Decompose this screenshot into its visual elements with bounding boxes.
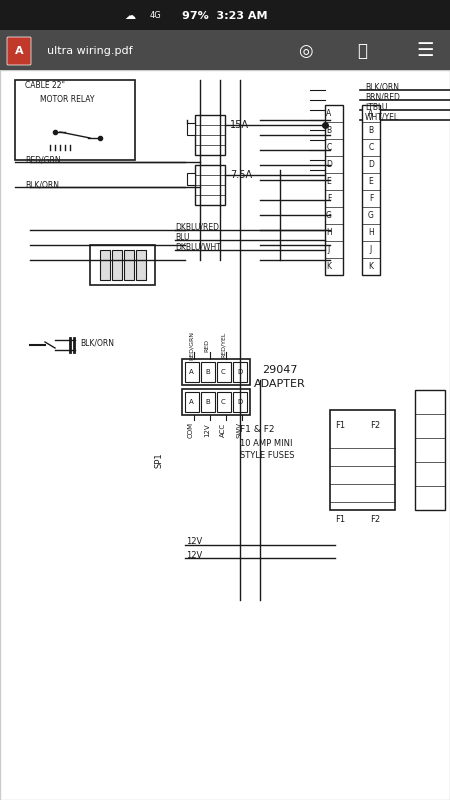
Text: F2: F2 bbox=[370, 421, 380, 430]
Text: J: J bbox=[328, 245, 330, 254]
Text: E: E bbox=[327, 177, 331, 186]
Text: DKBLU/RED: DKBLU/RED bbox=[175, 222, 219, 231]
Text: WHT/YEL: WHT/YEL bbox=[365, 113, 399, 122]
FancyBboxPatch shape bbox=[7, 37, 31, 65]
Text: 12V: 12V bbox=[186, 550, 202, 559]
Bar bbox=[124, 250, 134, 280]
Text: BRN/RED: BRN/RED bbox=[365, 93, 400, 102]
Text: ⧉: ⧉ bbox=[357, 42, 367, 60]
Text: A: A bbox=[369, 109, 373, 118]
Text: 29047: 29047 bbox=[262, 365, 298, 375]
Text: J: J bbox=[370, 245, 372, 254]
Bar bbox=[217, 392, 231, 412]
Bar bbox=[182, 359, 250, 385]
Text: ☰: ☰ bbox=[416, 42, 434, 61]
Text: B: B bbox=[205, 399, 210, 405]
Text: F1: F1 bbox=[335, 515, 345, 525]
Text: 15A: 15A bbox=[230, 120, 249, 130]
Text: ultra wiring.pdf: ultra wiring.pdf bbox=[47, 46, 133, 56]
Bar bbox=[201, 392, 215, 412]
Text: SP1: SP1 bbox=[155, 452, 164, 468]
Text: MOTOR RELAY: MOTOR RELAY bbox=[40, 95, 94, 105]
Text: B: B bbox=[326, 126, 332, 135]
Text: 97%  3:23 AM: 97% 3:23 AM bbox=[182, 11, 268, 21]
Text: F: F bbox=[369, 194, 373, 203]
Text: D: D bbox=[326, 160, 332, 169]
Text: LTBLU: LTBLU bbox=[365, 102, 387, 111]
Text: B: B bbox=[205, 369, 210, 375]
Text: 7.5A: 7.5A bbox=[230, 170, 252, 180]
Text: A: A bbox=[15, 46, 23, 56]
Text: D: D bbox=[237, 369, 242, 375]
Bar bbox=[0, 30, 450, 70]
Text: B: B bbox=[369, 126, 373, 135]
Text: 10 AMP MINI: 10 AMP MINI bbox=[240, 438, 292, 447]
Text: CABLE 22": CABLE 22" bbox=[25, 82, 65, 90]
Text: A: A bbox=[326, 109, 332, 118]
Text: BLK/ORN: BLK/ORN bbox=[25, 181, 59, 190]
Text: ☁: ☁ bbox=[125, 11, 135, 21]
Text: C: C bbox=[369, 143, 373, 152]
Text: F1 & F2: F1 & F2 bbox=[240, 426, 274, 434]
Text: F2: F2 bbox=[370, 515, 380, 525]
Bar bbox=[136, 250, 146, 280]
Text: BLK/ORN: BLK/ORN bbox=[365, 82, 399, 91]
Text: RED: RED bbox=[204, 338, 210, 351]
Text: G: G bbox=[368, 211, 374, 220]
Text: SWV: SWV bbox=[236, 422, 242, 438]
Text: C: C bbox=[221, 369, 226, 375]
Text: ADAPTER: ADAPTER bbox=[254, 379, 306, 389]
Text: H: H bbox=[326, 228, 332, 237]
Text: C: C bbox=[221, 399, 226, 405]
Bar bbox=[217, 362, 231, 382]
Bar bbox=[195, 165, 225, 205]
Text: 12V: 12V bbox=[186, 538, 202, 546]
Bar bbox=[187, 173, 195, 185]
Bar bbox=[182, 389, 250, 415]
Bar bbox=[233, 362, 247, 382]
Bar bbox=[201, 362, 215, 382]
Text: ACC: ACC bbox=[220, 423, 226, 437]
Text: A: A bbox=[189, 399, 194, 405]
Bar bbox=[195, 115, 225, 155]
Bar bbox=[187, 123, 195, 135]
Text: COM: COM bbox=[188, 422, 194, 438]
Bar bbox=[233, 392, 247, 412]
Bar bbox=[185, 362, 199, 382]
Bar bbox=[362, 105, 380, 275]
Bar bbox=[112, 250, 122, 280]
Text: RED/GRN: RED/GRN bbox=[25, 155, 61, 165]
Bar bbox=[90, 245, 155, 285]
Bar bbox=[185, 392, 199, 412]
Bar bbox=[0, 0, 450, 30]
Text: RED/YEL: RED/YEL bbox=[220, 332, 225, 358]
Text: K: K bbox=[369, 262, 373, 271]
Text: C: C bbox=[326, 143, 332, 152]
Text: F: F bbox=[327, 194, 331, 203]
Text: RED/GRN: RED/GRN bbox=[189, 330, 194, 359]
Text: BLK/ORN: BLK/ORN bbox=[80, 338, 114, 347]
Text: E: E bbox=[369, 177, 373, 186]
Text: K: K bbox=[327, 262, 332, 271]
Bar bbox=[325, 105, 343, 275]
Text: STYLE FUSES: STYLE FUSES bbox=[240, 451, 294, 461]
Text: 12V: 12V bbox=[204, 423, 210, 437]
Text: 4G: 4G bbox=[149, 11, 161, 21]
Text: DKBLU/WHT: DKBLU/WHT bbox=[175, 242, 221, 251]
Bar bbox=[330, 410, 395, 510]
Text: F1: F1 bbox=[335, 421, 345, 430]
Text: D: D bbox=[237, 399, 242, 405]
Bar bbox=[15, 80, 135, 160]
Text: D: D bbox=[368, 160, 374, 169]
Text: A: A bbox=[189, 369, 194, 375]
Text: BLU: BLU bbox=[175, 233, 189, 242]
Text: ◎: ◎ bbox=[298, 42, 312, 60]
Text: G: G bbox=[326, 211, 332, 220]
Bar bbox=[415, 390, 445, 510]
Bar bbox=[100, 250, 110, 280]
Text: H: H bbox=[368, 228, 374, 237]
